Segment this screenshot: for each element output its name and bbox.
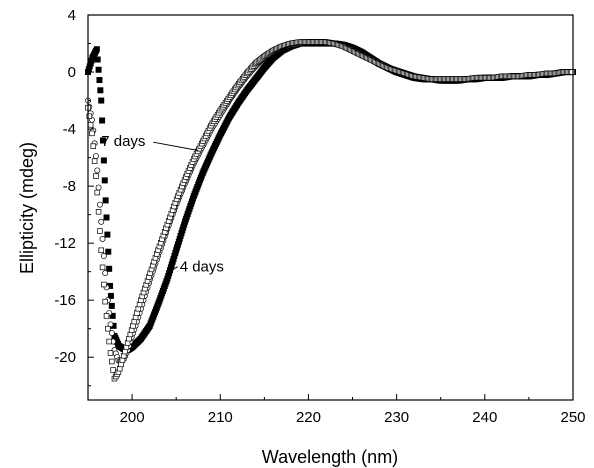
series-3 [85, 39, 575, 382]
data-point [108, 302, 115, 309]
annotation-leader-line [168, 266, 178, 273]
data-point [94, 56, 101, 63]
data-point [102, 298, 108, 305]
data-point [95, 209, 102, 215]
data-point [102, 197, 109, 204]
data-point [93, 173, 99, 179]
data-point [105, 325, 111, 332]
data-point [94, 189, 101, 196]
y-tick-label: -4 [63, 121, 76, 138]
data-point [100, 157, 107, 164]
data-point [93, 46, 100, 53]
data-point [101, 177, 108, 184]
data-point [95, 184, 102, 191]
annotations: 7 days 4 days [101, 133, 224, 275]
data-point [99, 235, 106, 242]
data-point [105, 248, 112, 255]
data-point [109, 358, 115, 365]
data-point [87, 122, 94, 128]
series-2 [85, 39, 576, 365]
data-point [97, 87, 104, 94]
data-point [99, 137, 106, 144]
data-point [109, 312, 116, 319]
x-tick-label: 220 [296, 409, 321, 426]
series-1 [85, 40, 576, 354]
y-tick-label: 0 [68, 64, 76, 81]
data-point [99, 264, 106, 271]
data-point [110, 367, 116, 373]
data-point [106, 265, 113, 272]
annotation-label: 4 days [180, 259, 224, 276]
data-point [97, 228, 103, 234]
x-tick-label: 230 [384, 409, 409, 426]
data-layer [85, 39, 576, 382]
x-tick-label: 250 [560, 409, 585, 426]
data-point [100, 253, 107, 259]
data-point [96, 201, 103, 208]
data-point [103, 313, 110, 319]
data-point [107, 350, 114, 356]
data-point [102, 270, 109, 277]
data-point [98, 247, 104, 254]
data-point [101, 281, 107, 288]
data-point [96, 77, 103, 84]
y-axis-title: Ellipticity (mdeg) [17, 142, 37, 274]
data-point [108, 330, 115, 336]
data-point [103, 214, 110, 221]
data-point [569, 69, 575, 75]
data-point [94, 167, 101, 174]
plot-frame [87, 14, 574, 401]
y-tick-label: -20 [54, 349, 76, 366]
data-point [86, 113, 93, 119]
data-point [91, 158, 98, 164]
x-tick-label: 210 [208, 409, 233, 426]
axis-ticks: 200 210 220 230 240 250 4 0 -4 -8 -12 -16 -20 [54, 7, 585, 426]
x-axis-title: Wavelength (nm) [262, 447, 398, 467]
annotation-label: 7 days [101, 133, 145, 150]
data-point [104, 231, 111, 238]
y-tick-label: -8 [63, 178, 76, 195]
data-point [98, 97, 105, 104]
data-point [95, 66, 102, 73]
data-point [106, 338, 112, 345]
data-point [90, 143, 97, 149]
data-point [107, 292, 114, 299]
data-point [92, 153, 99, 160]
data-point [99, 117, 106, 124]
x-tick-label: 240 [472, 409, 497, 426]
y-tick-label: 4 [68, 7, 76, 24]
annotation-leader-line [153, 141, 199, 151]
y-tick-label: -16 [54, 292, 76, 309]
y-tick-label: -12 [54, 235, 76, 252]
data-point [110, 322, 117, 329]
data-point [107, 282, 114, 289]
x-tick-label: 200 [120, 409, 145, 426]
data-point [98, 218, 105, 225]
data-point [89, 130, 95, 137]
